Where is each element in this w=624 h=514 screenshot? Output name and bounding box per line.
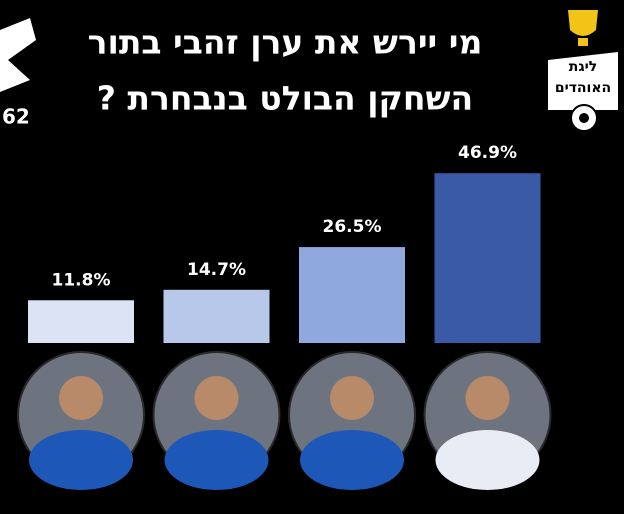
player-head <box>59 376 103 420</box>
bar <box>299 247 405 343</box>
value-label: 46.9% <box>458 143 517 163</box>
player-head <box>465 376 510 420</box>
logo-shape <box>0 18 36 92</box>
player-shirt <box>29 430 133 490</box>
logo-right-text: האוהדים <box>555 80 611 96</box>
chart-title: השחקן הבולט בנבחרת ? <box>97 79 473 118</box>
value-label: 11.8% <box>52 270 111 290</box>
player-head <box>330 376 374 420</box>
ball-patch <box>579 113 589 123</box>
value-label: 14.7% <box>187 260 246 280</box>
bar <box>434 173 541 343</box>
trophy-base <box>578 38 588 46</box>
player-shirt <box>300 430 404 490</box>
value-label: 26.5% <box>323 217 382 237</box>
logo-right: ליגת האוהדים <box>548 10 618 132</box>
chart-title: מי יירש את ערן זהבי בתור <box>88 23 483 62</box>
player-shirt <box>435 430 540 490</box>
logo-left: 62 <box>0 18 36 129</box>
player-head <box>194 376 239 420</box>
logo-left-text: 62 <box>2 105 30 129</box>
logo-right-text: ליגת <box>569 59 597 75</box>
logo-badge <box>548 52 618 110</box>
trophy <box>568 10 598 36</box>
player-shirt <box>164 430 269 490</box>
bar <box>28 300 134 343</box>
bar <box>163 289 270 343</box>
